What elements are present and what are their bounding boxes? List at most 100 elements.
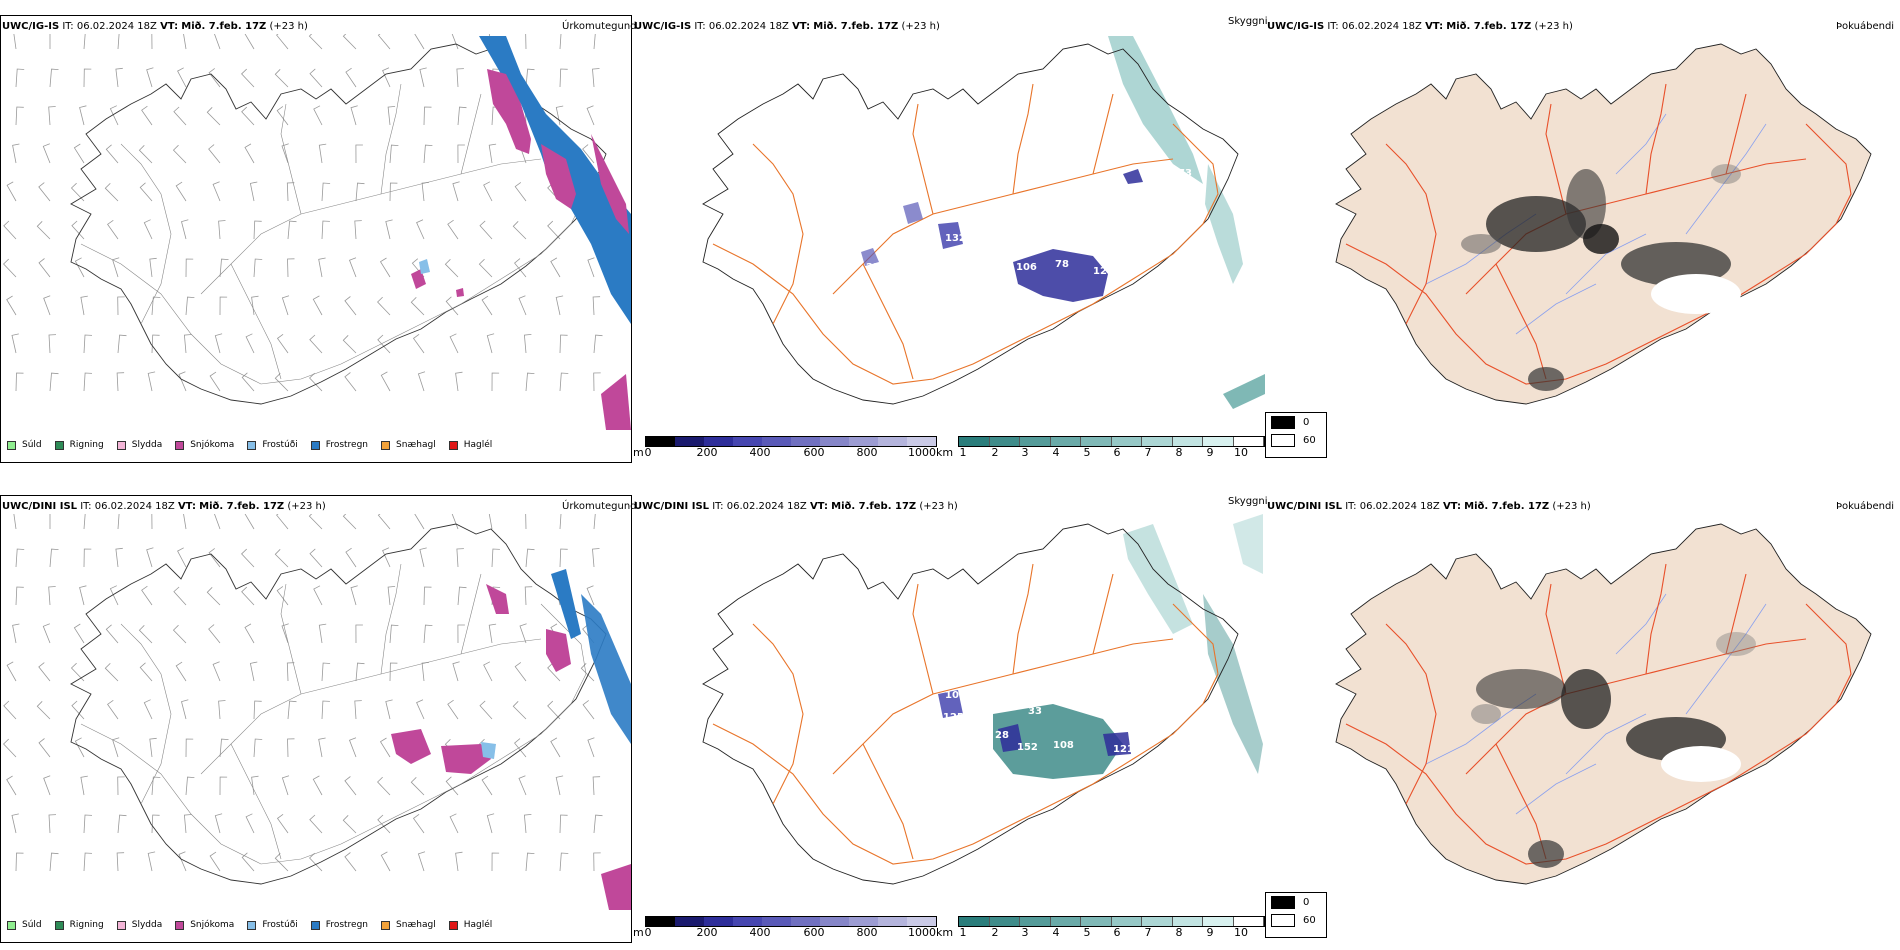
peak-label: 152 <box>1017 742 1038 753</box>
panel-title: Skyggni <box>1228 16 1268 27</box>
wind-barb <box>593 334 603 354</box>
wind-barb <box>486 333 495 354</box>
wind-barb <box>321 662 331 682</box>
wind-barb <box>287 738 295 758</box>
wind-barb <box>241 586 255 606</box>
wind-barb <box>389 662 398 682</box>
wind-barb <box>457 144 465 164</box>
wind-barb <box>342 815 357 834</box>
wind-barb <box>107 699 119 720</box>
visibility-swatch <box>1020 917 1051 926</box>
wind-barb <box>344 296 357 316</box>
wind-barb <box>525 852 535 872</box>
wind-barb <box>83 814 93 834</box>
peak-label: 23 <box>866 262 880 273</box>
wind-barb <box>117 296 125 316</box>
wind-barb <box>593 852 601 872</box>
visibility-swatch <box>1172 437 1203 446</box>
wind-barb <box>183 334 192 354</box>
height-tick: 600 <box>803 926 825 939</box>
wind-barb <box>423 144 433 164</box>
wind-barb <box>249 661 258 682</box>
height-swatch <box>646 917 675 926</box>
freezing-rain-area <box>551 569 581 639</box>
wind-barb <box>483 661 493 682</box>
wind-barb <box>419 67 427 88</box>
wind-barb <box>79 585 87 606</box>
visibility-map-bottom: 01 84 28 10 125 152 108 121 50 33 28 <box>702 514 1263 885</box>
wind-barb <box>276 333 289 354</box>
visibility-swatch <box>1233 437 1264 446</box>
wind-barb <box>483 181 493 202</box>
visibility-swatch <box>1233 917 1264 926</box>
wind-barb <box>276 514 289 530</box>
legend-item-drizzle: Súld <box>7 920 42 930</box>
cloud-legend-row: 60 <box>1266 431 1326 449</box>
wind-barb <box>385 699 393 720</box>
wind-barb <box>43 295 51 316</box>
wind-barb <box>512 701 527 720</box>
wind-barb <box>518 775 527 796</box>
wind-barb <box>344 776 357 796</box>
panel-header: UWC/DINI ISL IT: 06.02.2024 18Z VT: Mið.… <box>634 501 958 512</box>
wind-barb <box>253 738 263 758</box>
wind-barb <box>49 548 59 568</box>
wind-barb <box>355 144 363 164</box>
wind-barb <box>355 662 365 682</box>
wind-barb <box>49 372 59 392</box>
height-tick: 0 <box>644 446 652 459</box>
wind-barb <box>518 295 527 316</box>
wind-barb <box>414 34 425 50</box>
wind-barb <box>281 143 289 164</box>
wind-barb <box>389 182 398 202</box>
wind-barb <box>281 295 290 316</box>
wind-barb <box>488 143 497 164</box>
wind-barb <box>105 144 119 164</box>
wind-barb <box>3 738 17 758</box>
wind-barb <box>525 372 535 392</box>
visibility-swatch <box>1050 917 1081 926</box>
wind-barb <box>172 144 187 164</box>
wind-barb <box>219 258 229 278</box>
peak-label: 18 <box>1048 216 1062 227</box>
legend-item-drizzle: Súld <box>7 440 42 450</box>
wind-barb <box>49 852 59 872</box>
wind-barb <box>175 661 187 682</box>
wind-barb <box>245 813 255 834</box>
wind-barb <box>151 514 153 530</box>
wind-barb <box>206 107 221 126</box>
wind-barb <box>185 776 195 796</box>
wind-barb <box>525 548 535 568</box>
legend-item-snow: Snjókoma <box>175 440 234 450</box>
wind-barb <box>281 775 290 796</box>
peak-label: 84 <box>1179 651 1193 662</box>
wind-barb <box>149 737 157 758</box>
wind-barb <box>209 371 221 392</box>
wind-barb <box>185 738 194 758</box>
visibility-swatch <box>989 917 1020 926</box>
visibility-tick: 6 <box>1113 926 1121 939</box>
wind-barb <box>555 775 564 796</box>
wind-barb <box>582 144 595 164</box>
legend-item-hail: Haglél <box>448 920 492 930</box>
wind-barb <box>491 852 500 872</box>
wind-barb <box>417 851 426 872</box>
wind-barb <box>457 106 467 126</box>
wind-barb <box>455 851 463 872</box>
visibility-bar-swatches <box>958 916 1265 927</box>
peak-label: 70 <box>1133 144 1147 155</box>
panel-header: UWC/DINI ISL IT: 06.02.2024 18Z VT: Mið.… <box>1267 501 1591 512</box>
height-unit: m <box>633 926 644 939</box>
panel-title: Skyggni <box>1228 496 1268 507</box>
fog-area <box>1486 196 1586 252</box>
wind-barb <box>421 182 430 202</box>
wind-barb <box>274 373 289 392</box>
visibility-tick: 9 <box>1206 446 1214 459</box>
wind-barb <box>274 69 289 88</box>
wind-barb <box>559 514 562 530</box>
wind-barb <box>287 258 295 278</box>
wind-barb <box>117 814 127 834</box>
visibility-tick: 5 <box>1083 926 1091 939</box>
wind-barb <box>219 296 228 316</box>
cloud-legend-row: 0 <box>1266 413 1326 431</box>
